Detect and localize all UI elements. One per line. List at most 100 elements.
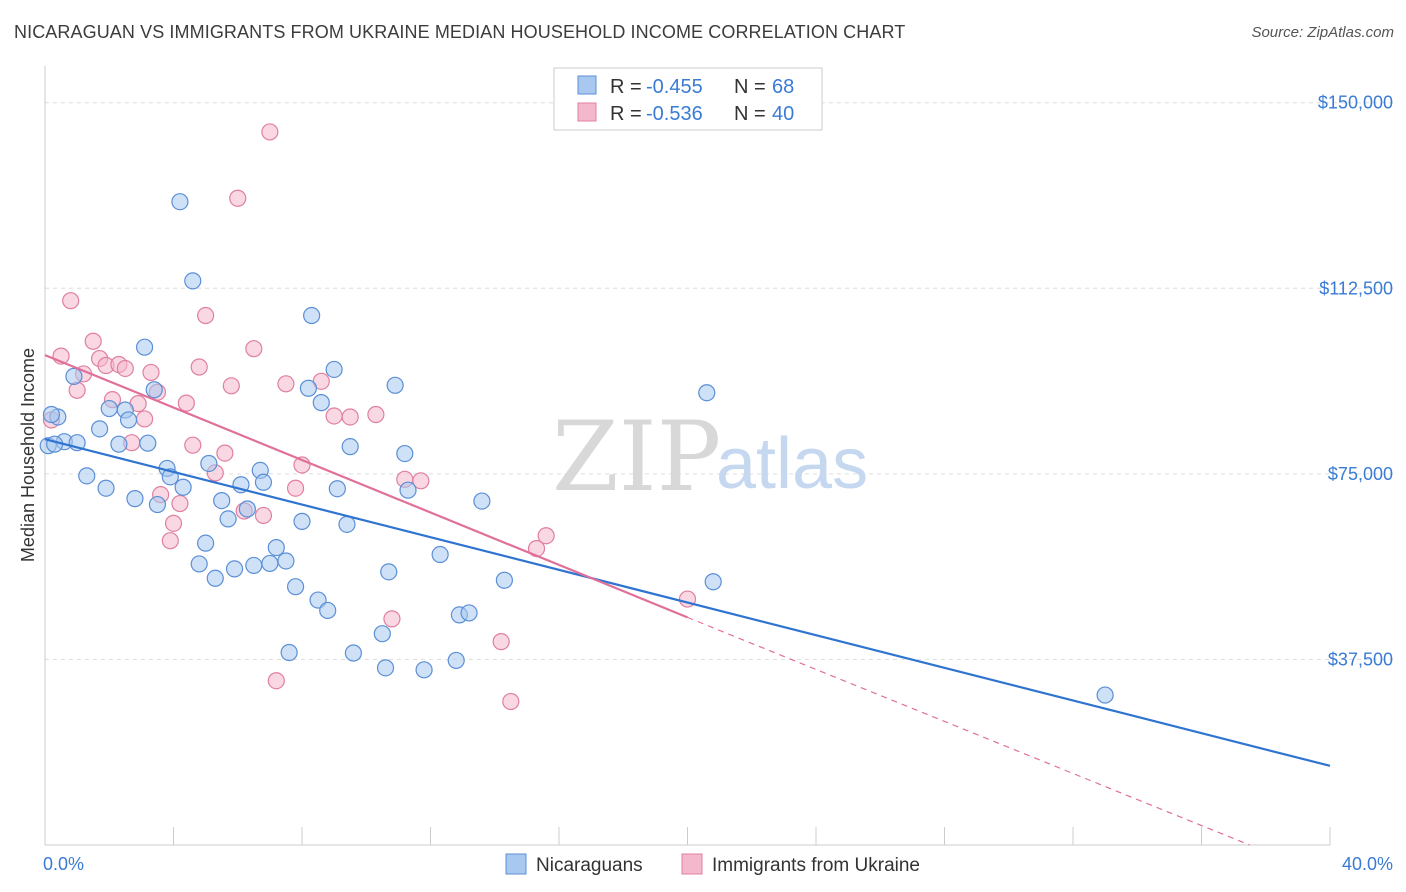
nicaraguan-point (245, 556, 263, 575)
watermark-zip: ZIP (552, 401, 721, 513)
nicaraguan-point (171, 193, 189, 211)
ukraine-point (341, 408, 359, 426)
ukraine-point (197, 306, 215, 325)
nicaraguan-point (219, 510, 237, 528)
series-nicaraguans-points (39, 193, 1114, 704)
nicaraguan-point (399, 481, 417, 499)
legend-n-value-2: 40 (772, 103, 794, 125)
legend-r-label-2: R = (610, 103, 642, 125)
ukraine-point (177, 394, 195, 412)
nicaraguan-point (213, 491, 231, 510)
watermark: ZIP atlas (552, 401, 868, 513)
ukraine-point (161, 532, 179, 550)
ukraine-point (171, 494, 189, 513)
nicaraguan-point (338, 515, 356, 533)
nicaraguan-point (303, 306, 321, 325)
nicaraguan-point (174, 478, 192, 496)
nicaraguan-point (267, 539, 285, 557)
bottom-legend-swatch-ukraine (681, 853, 703, 875)
nicaraguan-point (1096, 686, 1114, 704)
nicaraguan-point (299, 379, 318, 397)
ukraine-point (222, 377, 240, 395)
legend-bottom: Nicaraguans Immigrants from Ukraine (505, 853, 920, 876)
ukraine-point (116, 359, 134, 378)
ukraine-point (367, 405, 385, 424)
trend-lines (44, 354, 1331, 846)
ukraine-point (502, 692, 520, 711)
nicaraguan-point (460, 604, 478, 622)
y-tick-label: $150,000 (1318, 93, 1393, 113)
ukraine-point (84, 332, 102, 350)
x-tick-labels: 0.0% 40.0% (43, 854, 1393, 874)
nicaraguan-point (42, 405, 61, 424)
nicaraguan-point (495, 571, 513, 589)
nicaraguan-point (254, 473, 273, 491)
nicaraguan-point (261, 554, 279, 573)
legend-n-label-2: N = (734, 103, 766, 125)
nicaraguan-point (65, 367, 83, 385)
nicaraguan-point (200, 454, 218, 473)
nicaraguan-point (447, 651, 465, 670)
y-tick-label: $37,500 (1328, 649, 1393, 669)
ukraine-point (184, 436, 202, 454)
bottom-legend-ukraine: Immigrants from Ukraine (712, 855, 920, 876)
nicaraguan-point (145, 381, 163, 399)
nicaraguan-point (431, 545, 449, 564)
nicaraguan-point (91, 420, 109, 438)
bottom-legend-nicaraguans: Nicaraguans (536, 855, 643, 876)
nicaraguan-point (126, 490, 144, 508)
ukraine-point (537, 527, 555, 545)
ukraine-point (142, 363, 160, 382)
ukraine-point (62, 292, 80, 310)
nicaraguan-point (373, 625, 391, 643)
nicaraguan-point (139, 434, 157, 452)
nicaraguan-point (97, 479, 115, 497)
ukraine-point (216, 444, 234, 462)
gridlines (45, 102, 1395, 660)
watermark-atlas: atlas (716, 424, 868, 504)
nicaraguan-point (312, 394, 330, 412)
nicaraguan-point (386, 376, 404, 394)
nicaraguan-point (206, 569, 224, 587)
y-tick-label: $112,500 (1319, 278, 1393, 298)
x-tick-label: 0.0% (43, 854, 84, 874)
nicaraguan-point (341, 438, 359, 456)
ukraine-point (267, 672, 285, 690)
axes (44, 66, 1331, 846)
nicaraguan-point (190, 555, 208, 573)
ukraine-point (261, 123, 279, 141)
legend-box (553, 67, 823, 131)
ukraine-point (286, 479, 305, 497)
trend-line-ukraine-extension (687, 616, 1250, 846)
ukraine-point (277, 375, 295, 393)
nicaraguan-point (328, 480, 346, 498)
nicaraguan-point (78, 467, 96, 485)
source-label: Source: ZipAtlas.com (1251, 24, 1394, 41)
nicaraguan-point (238, 500, 256, 518)
nicaraguan-point (415, 661, 433, 679)
nicaraguan-point (286, 578, 305, 596)
y-axis-title: Median Household Income (18, 348, 38, 562)
chart-title: NICARAGUAN VS IMMIGRANTS FROM UKRAINE ME… (14, 22, 906, 42)
nicaraguan-point (325, 360, 343, 379)
nicaraguan-point (119, 411, 138, 429)
nicaraguan-point (184, 272, 202, 290)
legend-swatch-nicaraguans (577, 75, 597, 95)
ukraine-point (254, 506, 273, 525)
x-tick-label: 40.0% (1342, 854, 1393, 874)
trend-line-nicaraguans (44, 438, 1331, 767)
nicaraguan-point (380, 563, 398, 581)
ukraine-point (164, 514, 183, 532)
nicaraguan-point (197, 534, 215, 552)
legend-n-label-1: N = (734, 76, 766, 98)
nicaraguan-point (100, 399, 118, 418)
nicaraguan-point (473, 492, 491, 510)
nicaraguan-point (148, 495, 167, 514)
ukraine-point (190, 358, 208, 376)
nicaraguan-point (110, 435, 128, 453)
ukraine-point (412, 472, 430, 490)
nicaraguan-point (135, 338, 154, 356)
legend-r-label-1: R = (610, 76, 642, 98)
ukraine-point (245, 340, 263, 358)
